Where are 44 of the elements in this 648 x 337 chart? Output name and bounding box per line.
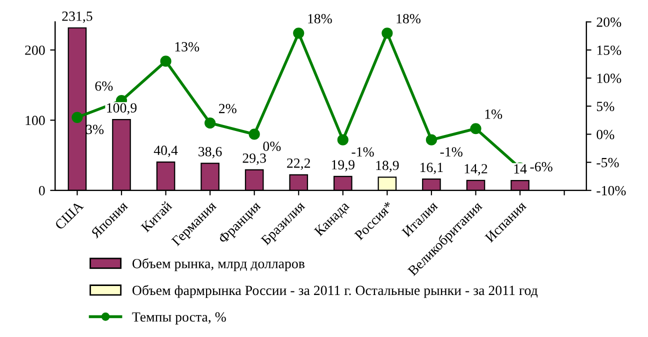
legend-label: Объем рынка, млрд долларов bbox=[132, 258, 304, 272]
data-label: 231,5 bbox=[62, 12, 92, 23]
data-label: 38,6 bbox=[198, 146, 222, 158]
data-label: 1% bbox=[485, 109, 502, 119]
point bbox=[382, 28, 393, 39]
y2-tick-label: 0% bbox=[596, 130, 614, 140]
y-tick-label: 0 bbox=[38, 186, 45, 196]
data-label: 18% bbox=[308, 14, 332, 24]
point bbox=[470, 123, 482, 134]
data-label: 100,9 bbox=[107, 103, 137, 115]
y2-tick-label: -5% bbox=[596, 158, 619, 168]
data-label: -6% bbox=[530, 162, 552, 172]
point bbox=[337, 134, 348, 146]
y2-tick-label: -10% bbox=[596, 186, 626, 196]
data-label: 40,4 bbox=[154, 146, 178, 158]
data-label: 18,9 bbox=[376, 160, 399, 172]
legend-label: Темпы роста, % bbox=[132, 312, 226, 324]
data-label: 14 bbox=[514, 164, 527, 174]
data-label: -1% bbox=[352, 147, 374, 157]
data-label: 29,3 bbox=[242, 154, 266, 165]
y2-tick-label: 10% bbox=[597, 74, 622, 84]
point bbox=[204, 117, 216, 129]
data-label: 16,1 bbox=[420, 162, 443, 174]
data-label: 18% bbox=[396, 14, 420, 24]
y-tick-label: 100 bbox=[26, 116, 45, 126]
y-tick-label: 200 bbox=[25, 46, 45, 55]
data-label: 0% bbox=[263, 142, 281, 152]
data-label: 3% bbox=[86, 124, 104, 134]
point bbox=[248, 128, 260, 140]
y2-tick-label: 15% bbox=[597, 46, 622, 55]
y2-tick-label: 20% bbox=[596, 17, 622, 27]
data-label: 14,2 bbox=[464, 164, 488, 176]
point bbox=[293, 28, 304, 39]
point bbox=[426, 134, 438, 146]
data-label: -1% bbox=[440, 147, 462, 157]
data-label: 22,2 bbox=[287, 158, 310, 170]
data-label: 13% bbox=[175, 42, 200, 52]
data-label: 19,9 bbox=[332, 160, 354, 172]
data-label: 2% bbox=[219, 104, 236, 114]
y2-tick-label: 5% bbox=[596, 102, 614, 112]
point bbox=[72, 112, 83, 123]
legend-label: Объем фармрынка России - за 2011 г. Остальные рынки - за 2011 год bbox=[132, 285, 538, 298]
data-label: 6% bbox=[95, 81, 113, 91]
point bbox=[160, 56, 172, 67]
